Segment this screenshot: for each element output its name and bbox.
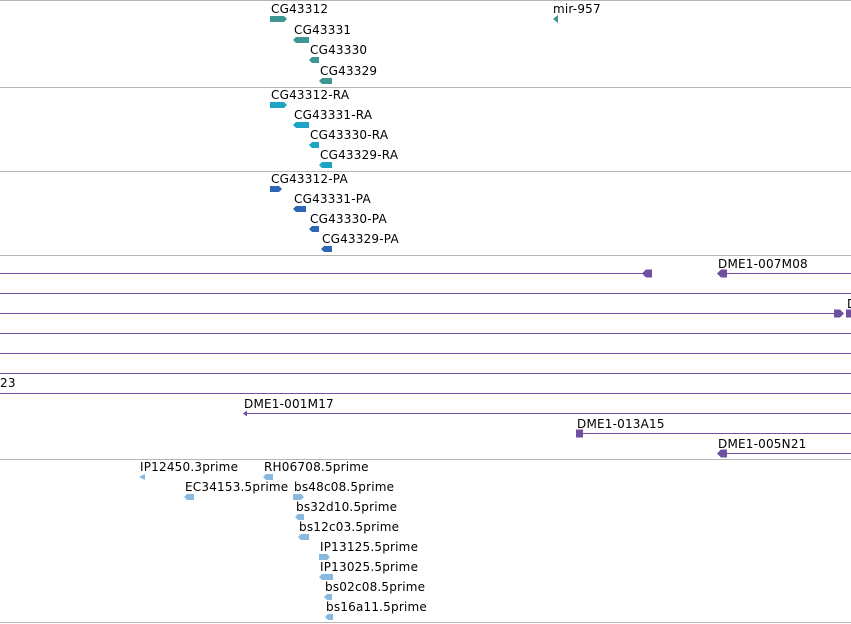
est-feature[interactable] xyxy=(263,473,274,481)
est-feature[interactable] xyxy=(298,533,310,541)
protein-feature-cg43329-pa[interactable] xyxy=(321,245,333,253)
est-feature[interactable] xyxy=(324,593,333,601)
clone-span-line[interactable] xyxy=(0,373,851,374)
clone-span-line[interactable] xyxy=(0,273,650,274)
clone-label: DME1-005N21 xyxy=(718,437,807,451)
transcript-feature-cg43312-ra[interactable] xyxy=(270,101,288,109)
est-label: RH06708.5prime xyxy=(264,460,369,474)
gene-label: CG43312 xyxy=(271,2,329,16)
est-label: bs16a11.5prime xyxy=(326,600,427,614)
est-label: bs02c08.5prime xyxy=(325,580,426,594)
clone-start-marker[interactable] xyxy=(576,429,584,438)
clone-end-marker[interactable] xyxy=(834,309,845,318)
est-label: IP13125.5prime xyxy=(320,540,419,554)
track-separator xyxy=(0,171,851,172)
protein-label: CG43312-PA xyxy=(271,172,348,186)
protein-label: CG43330-PA xyxy=(310,212,387,226)
gene-feature-cg43330[interactable] xyxy=(309,56,320,64)
transcript-label: CG43331-RA xyxy=(294,108,373,122)
est-label: bs32d10.5prime xyxy=(296,500,398,514)
clone-span-line[interactable] xyxy=(0,353,851,354)
clone-end-marker[interactable] xyxy=(642,269,653,278)
gene-feature-cg43331[interactable] xyxy=(293,36,310,44)
est-feature[interactable] xyxy=(325,613,334,621)
clone-span-line[interactable] xyxy=(0,293,851,294)
clone-start-marker[interactable] xyxy=(717,269,728,278)
clone-span-line[interactable] xyxy=(0,313,838,314)
est-label: bs48c08.5prime xyxy=(294,480,395,494)
clone-start-marker[interactable] xyxy=(846,309,851,318)
transcript-label: CG43329-RA xyxy=(320,148,399,162)
transcript-label: CG43330-RA xyxy=(310,128,389,142)
clone-label: DME1-013A15 xyxy=(577,417,665,431)
transcript-label: CG43312-RA xyxy=(271,88,350,102)
est-feature[interactable] xyxy=(184,493,195,501)
clone-span-line[interactable] xyxy=(0,333,851,334)
gene-label: CG43330 xyxy=(310,43,368,57)
protein-label: CG43331-PA xyxy=(294,192,371,206)
clone-label: DME1-001M17 xyxy=(244,397,334,411)
transcript-feature-cg43331-ra[interactable] xyxy=(293,121,310,129)
protein-feature-cg43331-pa[interactable] xyxy=(293,205,307,213)
est-label: IP12450.3prime xyxy=(140,460,239,474)
protein-feature-cg43330-pa[interactable] xyxy=(309,225,320,233)
track-separator xyxy=(0,87,851,88)
clone-label: DME1-007M08 xyxy=(718,257,808,271)
track-separator xyxy=(0,622,851,623)
transcript-feature-cg43329-ra[interactable] xyxy=(319,161,333,169)
transcript-feature-cg43330-ra[interactable] xyxy=(309,141,320,149)
est-label: IP13025.5prime xyxy=(320,560,419,574)
clone-span-line[interactable] xyxy=(720,273,851,274)
est-feature[interactable] xyxy=(293,493,305,501)
gene-feature-cg43312[interactable] xyxy=(270,15,288,23)
clone-span-line[interactable] xyxy=(722,453,851,454)
est-feature[interactable] xyxy=(319,573,334,581)
gene-label: mir-957 xyxy=(553,2,601,16)
gene-feature-cg43329[interactable] xyxy=(319,77,333,85)
clone-label: D xyxy=(847,297,851,311)
track-separator xyxy=(0,255,851,256)
protein-feature-cg43312-pa[interactable] xyxy=(270,185,283,193)
protein-label: CG43329-PA xyxy=(322,232,399,246)
est-feature[interactable] xyxy=(295,513,305,521)
clone-start-marker[interactable] xyxy=(717,449,728,458)
clone-start-marker[interactable] xyxy=(243,409,250,418)
clone-span-line[interactable] xyxy=(0,393,851,394)
clone-label: 23 xyxy=(0,376,16,390)
est-feature[interactable] xyxy=(139,473,147,481)
gene-label: CG43329 xyxy=(320,64,378,78)
clone-span-line[interactable] xyxy=(582,433,851,434)
gene-feature-mir-957[interactable] xyxy=(552,15,560,23)
est-label: bs12c03.5prime xyxy=(299,520,400,534)
gene-label: CG43331 xyxy=(294,23,352,37)
clone-span-line[interactable] xyxy=(246,413,851,414)
est-label: EC34153.5prime xyxy=(185,480,289,494)
track-separator xyxy=(0,0,851,1)
est-feature[interactable] xyxy=(319,553,331,561)
track-separator xyxy=(0,459,851,460)
